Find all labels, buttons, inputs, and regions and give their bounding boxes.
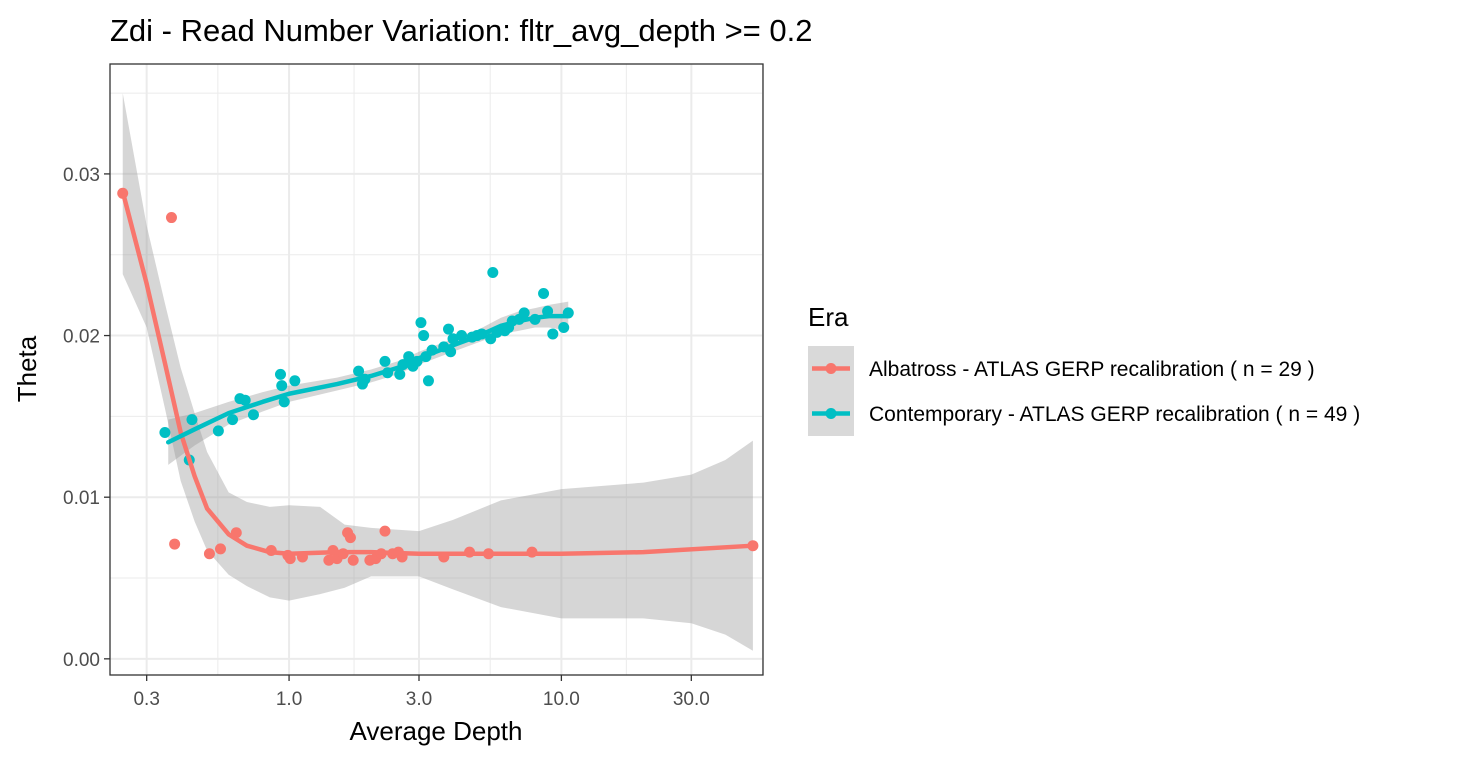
- data-point-series-1: [274, 368, 286, 380]
- plot-background: [110, 64, 763, 675]
- chart-title: Zdi - Read Number Variation: fltr_avg_de…: [110, 13, 812, 48]
- legend: Era Albatross - ATLAS GERP recalibration…: [808, 302, 1360, 436]
- data-point-series-1: [518, 307, 530, 319]
- y-tick-label: 0.00: [63, 650, 100, 671]
- data-point-series-1: [447, 333, 459, 345]
- data-point-series-0: [169, 538, 181, 550]
- legend-title: Era: [808, 302, 849, 332]
- confidence-ribbons: [122, 93, 753, 651]
- grid-lines: [110, 64, 764, 675]
- data-point-series-1: [418, 330, 430, 342]
- data-point-series-1: [538, 288, 550, 300]
- y-tick-label: 0.02: [63, 327, 100, 348]
- legend-key-point: [825, 408, 837, 419]
- data-point-series-0: [344, 532, 356, 544]
- data-point-series-0: [347, 554, 359, 566]
- data-point-series-1: [499, 325, 511, 337]
- data-point-series-1: [212, 425, 224, 437]
- x-tick-label: 30.0: [673, 689, 710, 710]
- data-point-series-1: [289, 375, 301, 387]
- data-point-series-1: [422, 375, 434, 387]
- x-tick-label: 1.0: [276, 689, 302, 710]
- y-axis: 0.00 0.01 0.02 0.03: [63, 165, 110, 671]
- data-point-series-1: [456, 330, 468, 342]
- x-axis: 0.3 1.0 3.0 10.0 30.0: [133, 675, 710, 710]
- x-tick-label: 0.3: [133, 689, 159, 710]
- data-point-series-1: [276, 380, 288, 392]
- plot-panel: [109, 63, 764, 676]
- data-point-series-1: [394, 368, 406, 380]
- confidence-band-0: [122, 93, 753, 651]
- plot-border: [109, 63, 764, 676]
- data-point-series-1: [353, 365, 365, 377]
- data-point-series-0: [379, 525, 391, 537]
- data-point-series-1: [443, 323, 454, 335]
- legend-keys: Albatross - ATLAS GERP recalibration ( n…: [808, 346, 1360, 436]
- data-point-series-0: [323, 554, 335, 566]
- data-point-series-1: [227, 414, 239, 426]
- x-tick-label: 3.0: [406, 689, 432, 710]
- data-point-series-0: [165, 212, 177, 224]
- data-point-series-1: [558, 321, 570, 333]
- data-point-series-1: [487, 267, 499, 279]
- data-point-series-1: [547, 328, 559, 340]
- data-point-series-0: [215, 543, 226, 555]
- confidence-band-1: [168, 301, 569, 465]
- data-point-series-1: [159, 427, 171, 439]
- data-point-series-1: [379, 355, 391, 367]
- data-point-series-1: [247, 409, 259, 421]
- y-tick-label: 0.03: [63, 165, 100, 186]
- x-tick-label: 10.0: [543, 689, 580, 710]
- legend-key-point: [825, 363, 837, 374]
- fit-line-series-0: [120, 189, 756, 557]
- legend-label: Albatross - ATLAS GERP recalibration ( n…: [869, 358, 1315, 381]
- fit-lines: [120, 189, 756, 557]
- data-point-series-1: [415, 317, 427, 329]
- data-point-series-1: [278, 396, 290, 408]
- legend-label: Contemporary - ATLAS GERP recalibration …: [869, 403, 1360, 426]
- data-point-series-1: [239, 394, 251, 406]
- data-point-series-0: [203, 548, 215, 560]
- y-axis-title: Theta: [12, 335, 42, 402]
- y-tick-label: 0.01: [63, 488, 100, 509]
- x-axis-title: Average Depth: [350, 716, 523, 746]
- data-point-series-1: [186, 414, 198, 426]
- fit-line-series-1: [165, 313, 571, 445]
